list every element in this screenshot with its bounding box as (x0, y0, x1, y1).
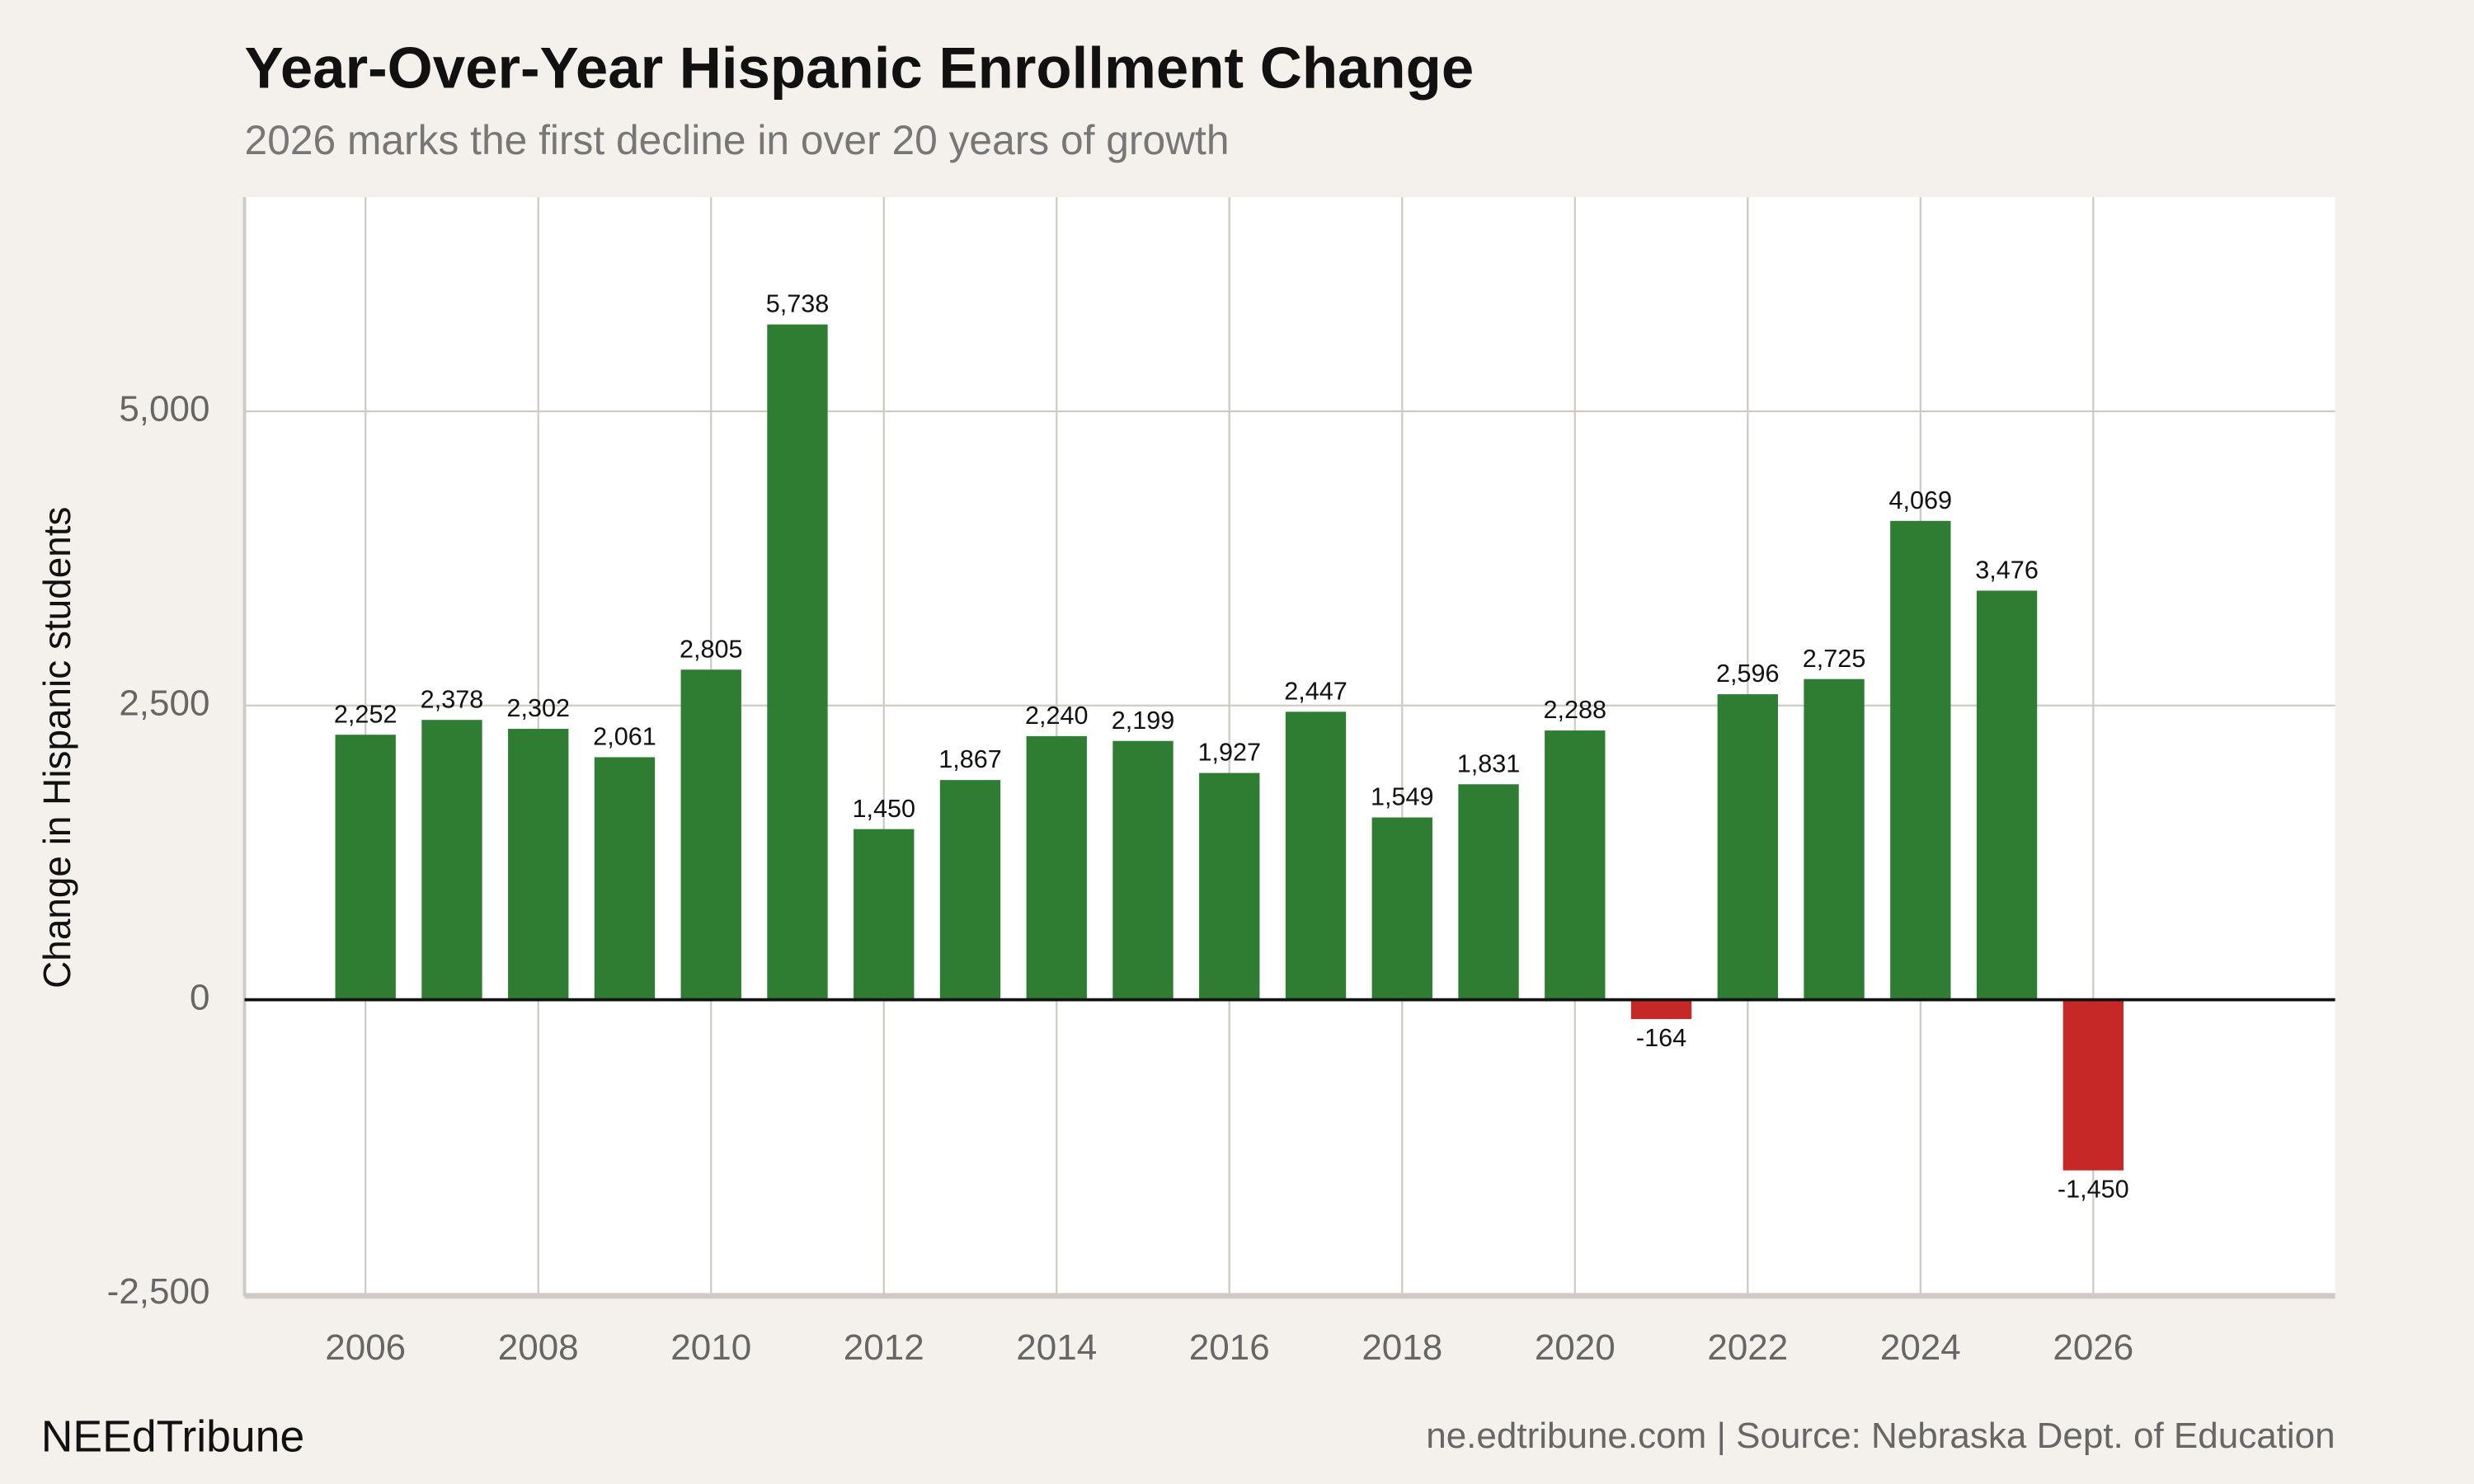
value-label: -1,450 (2058, 1176, 2129, 1204)
chart-subtitle: 2026 marks the first decline in over 20 … (245, 117, 1230, 163)
bar (1976, 590, 2038, 1000)
bar (2062, 999, 2124, 1171)
value-label: 2,447 (1284, 677, 1348, 705)
value-label: 3,476 (1975, 556, 2039, 585)
bar (1717, 694, 1778, 1000)
source: ne.edtribune.com | Source: Nebraska Dept… (1426, 1416, 2335, 1456)
value-label: 2,252 (334, 700, 397, 728)
value-label: 2,805 (680, 635, 743, 663)
bar (335, 735, 396, 1000)
value-label: 5,738 (766, 290, 830, 318)
bar (508, 729, 569, 1000)
bar (594, 757, 656, 1000)
value-label: 2,378 (421, 685, 484, 713)
bar (1545, 730, 1606, 1000)
value-label: 1,450 (852, 795, 915, 823)
bar (1285, 711, 1347, 1000)
y-tick-label: 5,000 (119, 389, 209, 430)
bar (680, 669, 741, 1000)
x-tick-label: 2006 (325, 1327, 406, 1368)
value-label: 2,288 (1544, 696, 1607, 724)
value-label: 4,069 (1889, 486, 1953, 514)
x-tick-label: 2026 (2053, 1327, 2133, 1368)
bar (1804, 679, 1865, 1000)
chart-title: Year-Over-Year Hispanic Enrollment Chang… (245, 35, 1475, 101)
y-tick-label: 0 (190, 977, 209, 1017)
bar (421, 720, 482, 1000)
bar (1026, 735, 1087, 1000)
x-tick-label: 2010 (670, 1327, 751, 1368)
bar (1199, 773, 1260, 1000)
value-label: 1,549 (1371, 783, 1434, 811)
marks: 2,252 2,378 2,302 2,061 2,805 5,738 1,450 1,867… (244, 290, 2335, 1204)
value-label: -164 (1636, 1024, 1686, 1052)
x-tick-label: 2016 (1189, 1327, 1270, 1368)
value-label: 2,725 (1803, 645, 1866, 673)
bar (1630, 999, 1692, 1020)
x-tick-label: 2024 (1880, 1327, 1961, 1368)
value-label: 2,302 (506, 694, 570, 722)
brand: NEEdTribune (41, 1413, 304, 1462)
x-tick-label: 2020 (1535, 1327, 1616, 1368)
x-tick-label: 2012 (844, 1327, 924, 1368)
bar (1112, 740, 1174, 1000)
bar (1890, 520, 1951, 1000)
x-tick-label: 2022 (1707, 1327, 1788, 1368)
bar (1458, 784, 1519, 1000)
y-tick-label: 2,500 (119, 683, 209, 723)
x-tick-label: 2008 (498, 1327, 579, 1368)
y-tick-label: -2,500 (107, 1271, 210, 1312)
value-label: 1,927 (1197, 739, 1261, 767)
value-label: 2,199 (1112, 707, 1175, 735)
bar (1371, 817, 1432, 1000)
value-label: 2,240 (1025, 702, 1089, 730)
bar (767, 324, 828, 1000)
x-tick-label: 2014 (1016, 1327, 1097, 1368)
value-label: 1,831 (1457, 749, 1521, 777)
value-label: 2,061 (593, 723, 656, 751)
value-label: 1,867 (938, 745, 1002, 773)
y-axis-label: Change in Hispanic students (35, 507, 78, 989)
x-tick-label: 2018 (1362, 1327, 1442, 1368)
bar (939, 780, 1001, 1000)
value-label: 2,596 (1716, 660, 1780, 688)
bar (854, 829, 915, 1000)
